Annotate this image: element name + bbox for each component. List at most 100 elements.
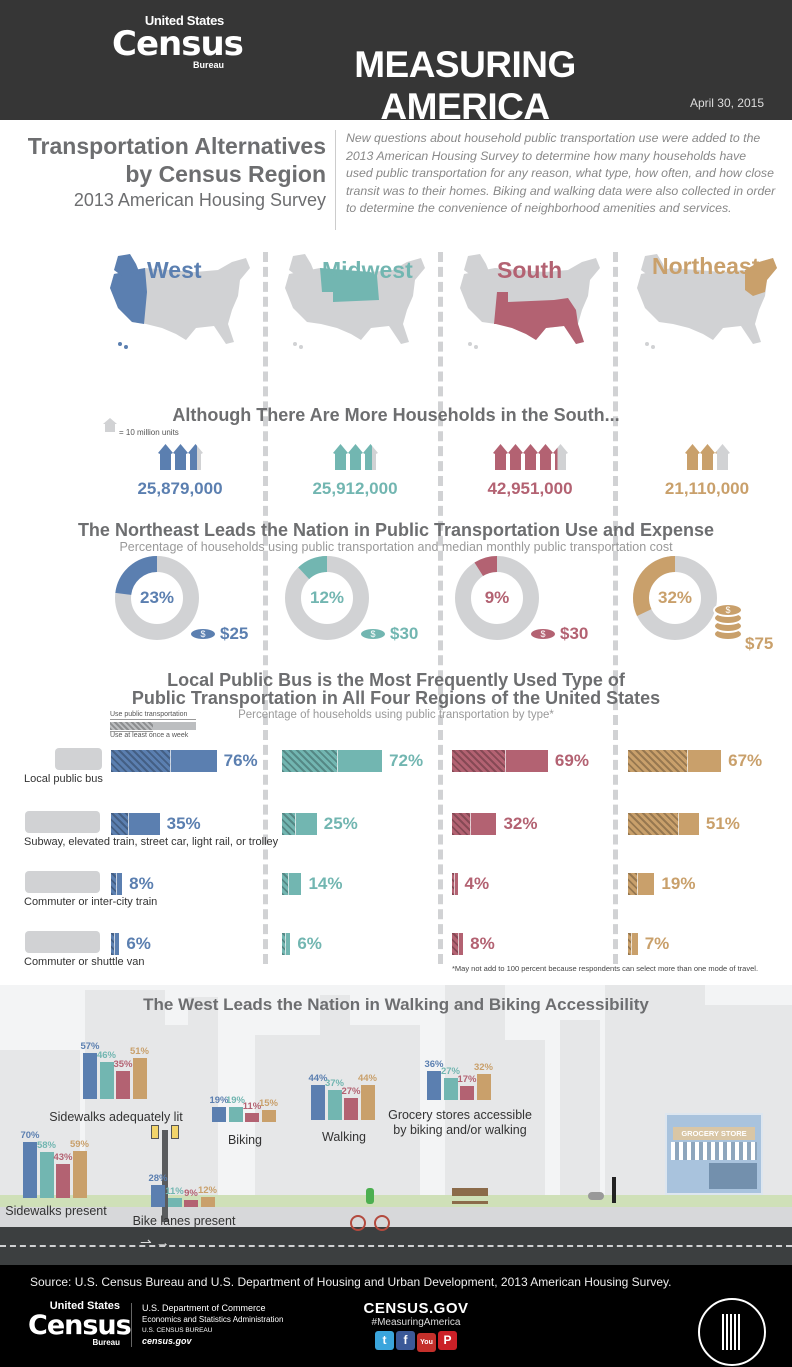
walk-bike-label: Sidewalks adequately lit [49, 1110, 183, 1124]
walk-bike-value: 28% [148, 1172, 168, 1184]
walk-bike-value: 19% [225, 1094, 245, 1106]
monthly-cost: $25 [220, 624, 249, 643]
walk-bike-heading: The West Leads the Nation in Walking and… [143, 995, 649, 1014]
walk-bike-value: 19% [209, 1094, 229, 1106]
page-title: MEASURING AMERICA [354, 44, 576, 127]
mode-value: 14% [308, 874, 343, 893]
household-count: 21,110,000 [664, 479, 750, 498]
house-icon [347, 444, 363, 470]
commuter-train-icon [25, 871, 100, 893]
mode-label: Local public bus [24, 773, 103, 785]
mode-footnote: *May not add to 100 percent because resp… [452, 964, 759, 973]
walk-bike-bar [443, 1078, 458, 1100]
mode-bar [628, 933, 638, 955]
donut-midwest [285, 556, 369, 640]
walk-bike-value: 12% [197, 1185, 217, 1197]
monthly-cost: $30 [560, 624, 589, 643]
walk-bike-bar [39, 1151, 54, 1198]
map-south [460, 254, 600, 349]
walk-bike-bar [311, 1084, 325, 1120]
house-icon [522, 444, 538, 470]
weekly-segment [111, 750, 171, 772]
household-count: 25,912,000 [312, 479, 398, 498]
walk-bike-bar [200, 1197, 215, 1207]
census-gov-site-link[interactable]: CENSUS.GOV [363, 1300, 469, 1317]
source-note: Source: U.S. Census Bureau and U.S. Depa… [30, 1275, 672, 1289]
walk-bike-bar [72, 1150, 87, 1198]
dept-info: U.S. Department of Commerce Economics an… [142, 1303, 284, 1346]
mode-bar [628, 813, 699, 835]
walk-bike-value: 15% [258, 1098, 278, 1109]
mode-value: 6% [126, 934, 151, 953]
house-icon [332, 444, 348, 470]
walk-bike-label: Sidewalks present [5, 1204, 107, 1218]
mode-bar [111, 873, 123, 895]
mode-value: 51% [705, 814, 740, 833]
mode-bar [628, 873, 655, 895]
mode-heading-line1: Local Public Bus is the Most Frequently … [167, 670, 625, 690]
weekly-segment [628, 873, 638, 895]
walk-bike-value: 11% [165, 1186, 184, 1198]
pinterest-icon[interactable]: P [438, 1331, 457, 1350]
map-west [110, 254, 250, 349]
donut-south [455, 556, 539, 640]
walk-bike-bar [167, 1198, 182, 1207]
walk-bike-bar [427, 1071, 441, 1100]
house-icon [172, 444, 188, 470]
house-icon [714, 444, 730, 470]
mode-bar [111, 750, 217, 772]
mode-bar [452, 750, 548, 772]
walk-bike-bar [83, 1053, 97, 1099]
column-divider [613, 252, 618, 964]
house-icon [684, 444, 700, 470]
donut-value: 12% [309, 588, 345, 607]
mode-heading-line2: Public Transportation in All Four Region… [131, 688, 661, 708]
mode-value: 25% [323, 814, 358, 833]
walk-bike-bar [344, 1098, 358, 1120]
mode-subtitle: Percentage of households using public tr… [238, 709, 554, 721]
region-name-south: South [497, 257, 563, 283]
weekly-segment [282, 933, 287, 955]
transit-use-subtitle: Percentage of households using public tr… [119, 540, 673, 554]
house-icon [362, 444, 378, 470]
mode-bar [452, 933, 464, 955]
mode-bar [282, 813, 317, 835]
walk-bike-value: 43% [53, 1151, 73, 1163]
mode-bar [282, 933, 291, 955]
bike-lane-icon: ⇀ → [140, 1234, 170, 1250]
house-icon [537, 444, 553, 470]
twitter-icon[interactable]: t [375, 1331, 394, 1350]
coin-icon: $ [713, 603, 743, 617]
region-name-west: West [147, 257, 202, 283]
weekly-segment [452, 813, 472, 835]
youtube-icon[interactable]: You [417, 1333, 436, 1352]
donut-northeast [633, 556, 717, 640]
walk-bike-value: 58% [36, 1139, 56, 1151]
mode-value: 32% [503, 814, 538, 833]
walk-bike-value: 32% [473, 1062, 493, 1074]
walk-bike-bar [116, 1071, 130, 1099]
walk-bike-label: Bike lanes present [132, 1214, 236, 1228]
publish-date: April 30, 2015 [689, 96, 764, 110]
transit-use-heading: The Northeast Leads the Nation in Public… [77, 520, 715, 540]
donut-west [115, 556, 199, 640]
coin-icon: $ [359, 627, 387, 641]
house-icon [492, 444, 508, 470]
legend-swatch [110, 722, 196, 730]
mode-value: 35% [166, 814, 201, 833]
house-icon [507, 444, 523, 470]
street-lamp-icon [162, 1130, 168, 1222]
walk-bike-value: 51% [129, 1046, 149, 1058]
walk-bike-section: ⇀ → The West Leads the Nation in Walking… [0, 985, 792, 1265]
mode-value: 8% [470, 934, 495, 953]
facebook-icon[interactable]: f [396, 1331, 415, 1350]
census-gov-link[interactable]: census.gov [142, 1336, 192, 1346]
walk-bike-value: 27% [341, 1086, 361, 1098]
house-legend-label: = 10 million units [119, 428, 179, 437]
house-icon [552, 444, 568, 470]
intro-title-block: Transportation Alternatives by Census Re… [20, 132, 326, 211]
mode-label: Subway, elevated train, street car, ligh… [24, 836, 279, 848]
walk-bike-bar [212, 1106, 226, 1122]
mode-bar [282, 750, 383, 772]
mode-value: 67% [728, 751, 763, 770]
